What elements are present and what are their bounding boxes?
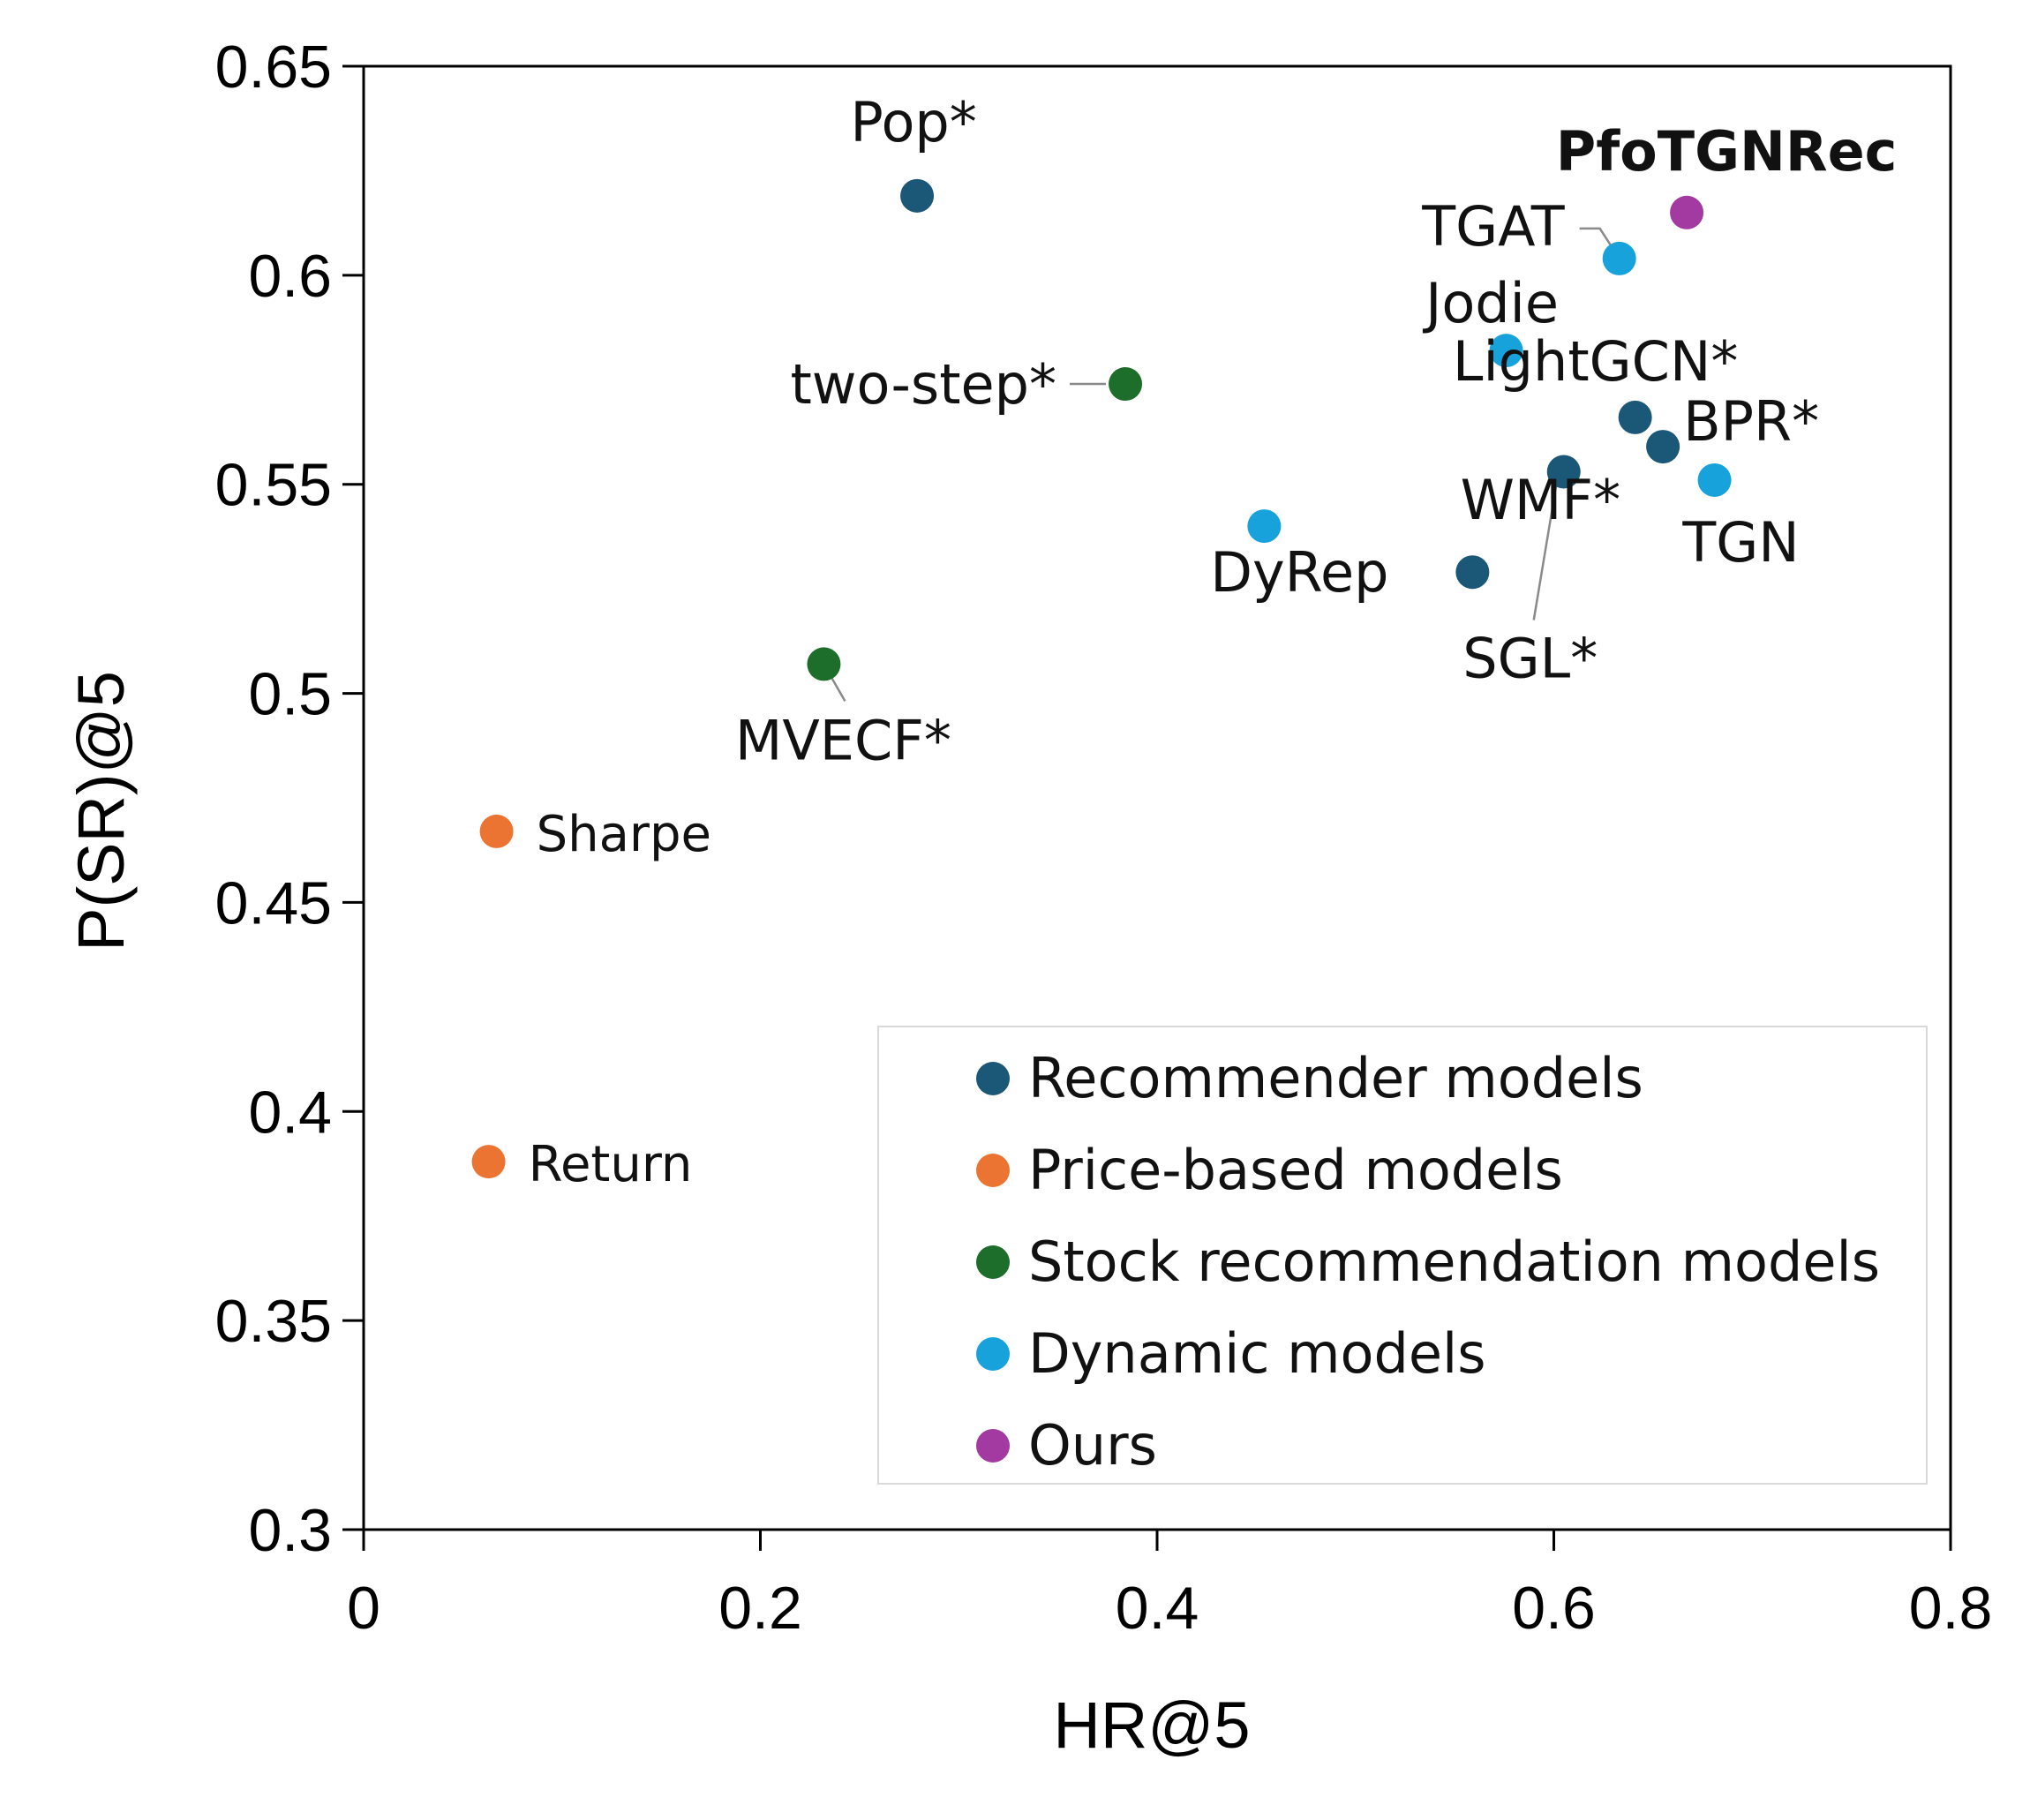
point-two-step: [1109, 367, 1143, 402]
y-tick-label: 0.5: [248, 661, 332, 728]
x-tick-label: 0.6: [1512, 1575, 1596, 1642]
label-sgl: SGL*: [1462, 627, 1598, 691]
data-points: [471, 178, 1732, 1179]
point-tgn: [1697, 463, 1732, 497]
label-lightgcn: LightGCN*: [1453, 329, 1738, 394]
label-return: Return: [529, 1136, 693, 1193]
legend-marker-ours: [976, 1429, 1010, 1463]
label-two-step: two-step*: [790, 352, 1056, 417]
point-wmf: [1455, 555, 1490, 590]
x-axis-ticks: 0 0.2 0.4 0.6 0.8: [347, 1530, 1992, 1642]
label-mvecf: MVECF*: [735, 708, 951, 772]
leader-line-sgl: [1532, 471, 1560, 620]
y-tick-label: 0.65: [215, 34, 332, 101]
data-labels: Pop* LightGCN*BPR* SGL* WMF* Sharpe Return two…: [529, 90, 1898, 1193]
point-dyrep: [1247, 509, 1282, 544]
legend-marker-dynamic-models: [976, 1337, 1010, 1371]
legend-marker-recommender-models: [976, 1062, 1010, 1095]
point-lightgcn: [1618, 400, 1652, 434]
legend-box: [877, 1026, 1928, 1485]
legend: Recommender models Price-based models Stoc…: [877, 1026, 1928, 1485]
x-tick-label: 0: [347, 1575, 380, 1642]
legend-marker-stock-recommendation-models: [976, 1245, 1010, 1279]
point-sgl: [1546, 455, 1581, 489]
point-bpr: [1646, 430, 1680, 464]
y-axis-ticks: 0.3 0.35 0.4 0.45 0.5 0.55 0.6 0.65: [215, 34, 364, 1564]
x-tick-label: 0.8: [1909, 1575, 1993, 1642]
point-jodie: [1489, 334, 1523, 368]
y-tick-label: 0.6: [248, 243, 332, 310]
point-pfotgnrec: [1670, 195, 1704, 229]
x-tick-label: 0.4: [1116, 1575, 1199, 1642]
label-wmf: WMF*: [1461, 468, 1620, 532]
legend-label-dynamic-models: Dynamic models: [1028, 1321, 1486, 1386]
legend-label-recommender-models: Recommender models: [1028, 1046, 1643, 1110]
y-axis-title: P(SR)@5: [64, 671, 138, 951]
label-jodie: Jodie: [1422, 271, 1559, 335]
label-sharpe: Sharpe: [537, 806, 711, 863]
y-tick-label: 0.45: [215, 869, 332, 936]
legend-label-price-based-models: Price-based models: [1028, 1138, 1563, 1202]
legend-label-ours: Ours: [1028, 1413, 1157, 1478]
label-bpr: BPR*: [1683, 389, 1819, 454]
point-pop: [900, 178, 935, 213]
y-tick-label: 0.4: [248, 1079, 332, 1146]
label-pfotgnrec: PfoTGNRec: [1556, 119, 1898, 184]
label-tgat: TGAT: [1421, 194, 1566, 259]
legend-marker-price-based-models: [976, 1154, 1010, 1187]
point-return: [471, 1145, 506, 1179]
x-axis-title: HR@5: [1053, 1688, 1250, 1762]
y-tick-label: 0.35: [215, 1288, 332, 1355]
label-pop: Pop*: [850, 90, 976, 154]
point-tgat: [1602, 241, 1636, 275]
legend-label-stock-recommendation-models: Stock recommendation models: [1028, 1230, 1880, 1294]
x-tick-label: 0.2: [718, 1575, 802, 1642]
y-tick-label: 0.3: [248, 1497, 332, 1564]
label-tgn: TGN: [1681, 510, 1799, 575]
label-dyrep: DyRep: [1210, 540, 1388, 605]
point-mvecf: [807, 647, 841, 681]
point-sharpe: [479, 814, 514, 848]
y-tick-label: 0.55: [215, 452, 332, 519]
